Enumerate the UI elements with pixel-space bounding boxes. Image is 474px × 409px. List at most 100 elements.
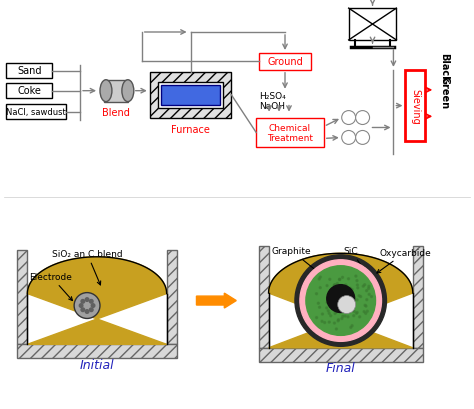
Bar (161, 85, 220, 106)
Circle shape (338, 302, 340, 304)
Circle shape (349, 293, 352, 295)
Circle shape (336, 328, 337, 330)
Text: Ground: Ground (267, 57, 303, 67)
Circle shape (300, 260, 382, 342)
Circle shape (340, 297, 342, 299)
Circle shape (360, 296, 362, 298)
Circle shape (90, 308, 93, 312)
Circle shape (330, 315, 332, 317)
Text: H₂SO₄: H₂SO₄ (259, 92, 286, 101)
Circle shape (338, 301, 340, 303)
Circle shape (351, 310, 353, 312)
Bar (7, 104, 66, 119)
Circle shape (327, 285, 355, 313)
Circle shape (356, 299, 358, 301)
Circle shape (346, 304, 348, 306)
Circle shape (365, 290, 368, 292)
Circle shape (337, 297, 339, 299)
Circle shape (366, 299, 368, 301)
Circle shape (363, 311, 365, 313)
Circle shape (324, 322, 326, 324)
Circle shape (345, 300, 347, 302)
Circle shape (345, 284, 347, 286)
Circle shape (81, 300, 85, 303)
Circle shape (318, 303, 319, 304)
Text: SiO₂ an C blend: SiO₂ an C blend (52, 249, 122, 285)
Circle shape (349, 303, 351, 306)
Circle shape (371, 296, 373, 298)
Bar (7, 64, 52, 79)
Circle shape (295, 255, 386, 346)
Circle shape (329, 279, 331, 281)
Bar (349, 9, 396, 41)
Circle shape (347, 301, 349, 303)
Circle shape (366, 310, 368, 312)
Circle shape (337, 319, 339, 321)
Circle shape (333, 285, 335, 287)
Circle shape (321, 321, 323, 323)
Circle shape (90, 300, 93, 303)
Bar (256, 118, 324, 148)
Circle shape (338, 279, 340, 281)
Circle shape (336, 304, 338, 306)
Circle shape (326, 307, 328, 309)
Circle shape (344, 315, 346, 317)
Circle shape (356, 111, 370, 125)
Circle shape (351, 325, 353, 327)
Circle shape (339, 299, 342, 301)
Bar (167, 250, 177, 344)
Circle shape (339, 300, 341, 302)
Circle shape (337, 294, 339, 297)
Circle shape (330, 300, 332, 302)
Circle shape (334, 284, 336, 286)
Circle shape (368, 288, 370, 290)
Bar (259, 247, 269, 348)
Circle shape (345, 297, 347, 299)
Circle shape (333, 294, 335, 296)
Circle shape (321, 313, 323, 315)
Circle shape (334, 322, 336, 324)
Circle shape (326, 302, 328, 304)
Circle shape (336, 290, 338, 292)
Circle shape (362, 285, 364, 288)
Circle shape (356, 131, 370, 145)
Circle shape (333, 284, 336, 286)
Circle shape (316, 293, 318, 295)
Text: NaCl, sawdust: NaCl, sawdust (7, 107, 66, 116)
Circle shape (339, 299, 341, 301)
Circle shape (318, 278, 320, 280)
Circle shape (368, 294, 370, 296)
Circle shape (350, 297, 352, 299)
Bar (150, 73, 231, 118)
Text: Sand: Sand (17, 66, 42, 76)
Circle shape (356, 312, 358, 314)
Circle shape (365, 312, 367, 315)
Circle shape (328, 312, 330, 315)
Circle shape (339, 298, 341, 300)
Bar (104, 81, 128, 102)
Circle shape (352, 302, 354, 304)
Circle shape (345, 310, 347, 312)
Bar (18, 344, 177, 358)
Circle shape (338, 296, 356, 314)
Text: Green: Green (439, 76, 449, 109)
Circle shape (335, 311, 337, 313)
Circle shape (359, 316, 361, 318)
Circle shape (355, 275, 357, 277)
Circle shape (347, 316, 349, 318)
Text: Blend: Blend (102, 107, 130, 117)
Text: Coke: Coke (18, 86, 41, 96)
Circle shape (316, 317, 318, 319)
Circle shape (326, 285, 328, 287)
Circle shape (306, 266, 375, 335)
Text: Furnace: Furnace (171, 124, 210, 134)
Circle shape (343, 299, 345, 301)
Circle shape (364, 284, 365, 286)
Polygon shape (27, 257, 167, 344)
Text: Graphite: Graphite (271, 246, 320, 274)
Circle shape (85, 298, 89, 301)
Circle shape (343, 296, 345, 298)
Circle shape (350, 327, 352, 328)
Circle shape (334, 301, 336, 303)
Text: Oxycarbide: Oxycarbide (377, 248, 431, 273)
